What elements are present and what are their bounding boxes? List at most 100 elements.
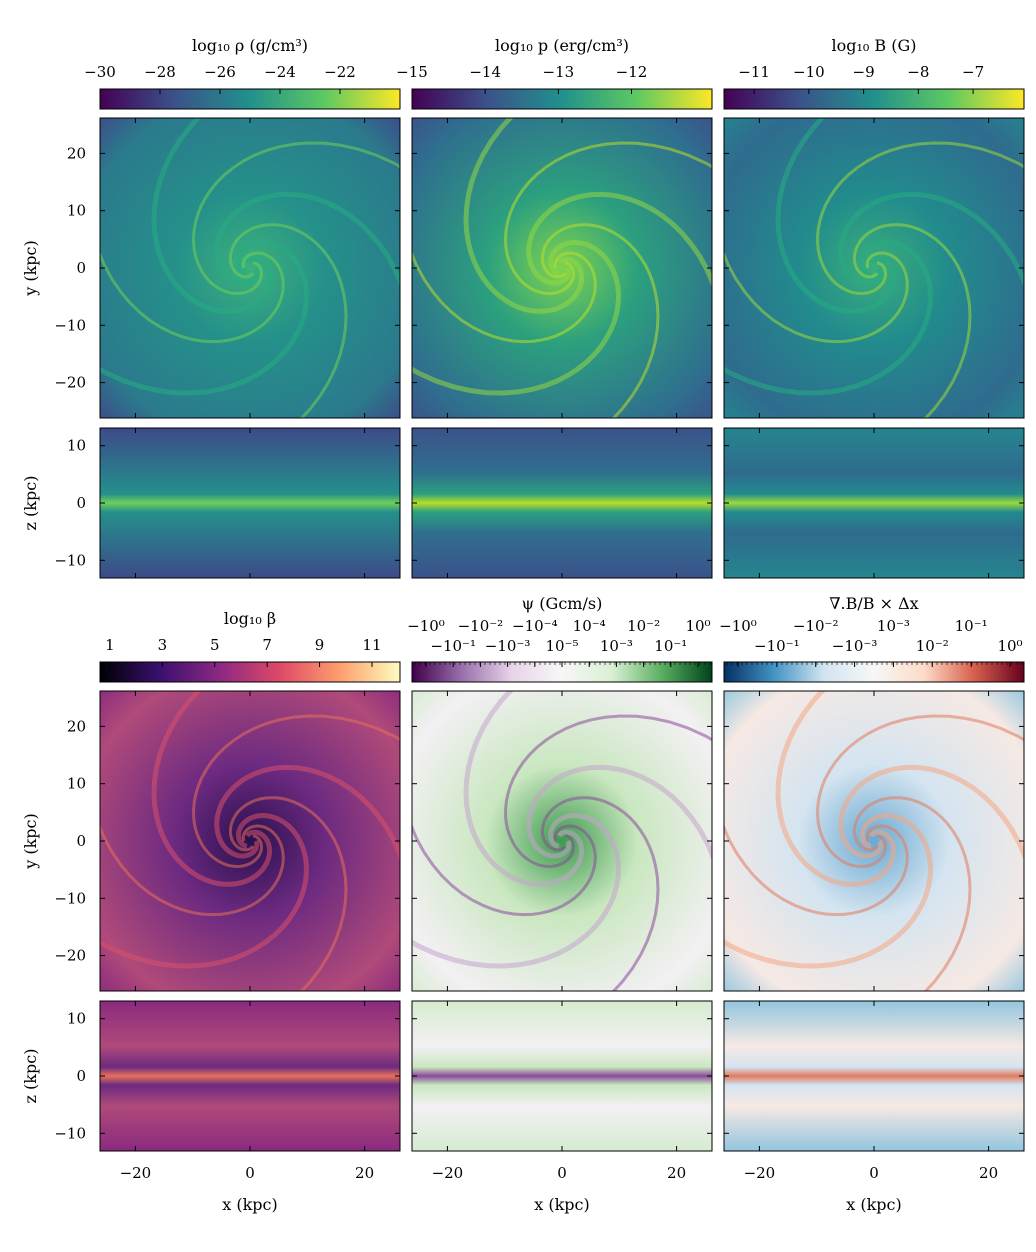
colorbar-tick-label: −11 bbox=[738, 63, 770, 81]
spiral-filament bbox=[412, 812, 621, 969]
colorbar-title: log₁₀ β bbox=[224, 609, 276, 628]
colorbar-tick-label: 1 bbox=[105, 636, 115, 654]
spiral-filament bbox=[724, 250, 909, 344]
colorbar-tick-label: −13 bbox=[543, 63, 575, 81]
panel-6: ∇.B/B × Δx −10⁰ −10⁻¹ −10⁻² −10⁻³ 10⁻³ 10⁻² 10⁻… bbox=[719, 594, 1025, 1182]
colorbar-tick-label: −28 bbox=[144, 63, 176, 81]
colorbar-tick-label: 11 bbox=[362, 636, 381, 654]
colorbar-tick-label: −10⁻³ bbox=[832, 637, 878, 655]
xy-map-background bbox=[724, 691, 1024, 991]
colorbar-tick-label: 3 bbox=[158, 636, 168, 654]
xy-map-background bbox=[724, 118, 1024, 418]
x-tick-label: 20 bbox=[355, 1164, 374, 1182]
colorbar-tick-label: 10⁻⁵ bbox=[545, 637, 578, 655]
colorbar bbox=[723, 88, 1025, 110]
x-tick-label: 20 bbox=[979, 1164, 998, 1182]
y-tick-label: 20 bbox=[67, 144, 86, 162]
panel-3: log₁₀ B (G) −11 −10 −9 −8 −7 bbox=[723, 36, 1025, 579]
x-tick-label: 0 bbox=[245, 1164, 255, 1182]
colorbar-tick-label: 7 bbox=[262, 636, 272, 654]
spiral-filament bbox=[192, 141, 400, 296]
xy-map bbox=[100, 691, 400, 991]
colorbar-tick-label: −10⁻¹ bbox=[754, 637, 800, 655]
spiral-filament bbox=[852, 223, 972, 418]
colorbar-tick-label: 10⁻³ bbox=[600, 637, 633, 655]
colorbar-tick-label: −10⁰ bbox=[407, 617, 445, 635]
colorbar-tick-label: −26 bbox=[204, 63, 236, 81]
spiral-filament bbox=[463, 118, 585, 314]
xy-map-background bbox=[412, 118, 712, 418]
spiral-filament bbox=[816, 714, 1024, 869]
colorbar-tick-label: −10⁻⁴ bbox=[512, 617, 558, 635]
spiral-filament bbox=[838, 764, 1024, 991]
z-tick-label: −10 bbox=[54, 1124, 86, 1142]
colorbar bbox=[99, 88, 401, 110]
colorbar-tick-label: 10⁰ bbox=[997, 637, 1022, 655]
spiral-filament bbox=[724, 812, 933, 969]
colorbar-tick-label: −14 bbox=[469, 63, 501, 81]
xlabel-2: x (kpc) bbox=[534, 1195, 590, 1214]
panel-4: log₁₀ β 1 3 5 7 9 11 −20 0 20 20 10 0 −10 −20 10 0 −10 bbox=[54, 609, 401, 1182]
z-tick-label: 0 bbox=[76, 494, 86, 512]
xy-map bbox=[412, 691, 712, 991]
z-tick-label: −10 bbox=[54, 551, 86, 569]
spiral-filament bbox=[724, 823, 909, 917]
xz-map bbox=[411, 427, 713, 579]
spiral-filament bbox=[526, 764, 712, 991]
colorbar-tick-label: −24 bbox=[264, 63, 296, 81]
spiral-filament bbox=[724, 239, 933, 396]
colorbar-title: ψ (Gcm/s) bbox=[522, 594, 603, 613]
colorbar-tick-label: 10⁻¹ bbox=[654, 637, 687, 655]
xy-map-background bbox=[100, 118, 400, 418]
xlabel-3: x (kpc) bbox=[846, 1195, 902, 1214]
panel-2: log₁₀ p (erg/cm³) −15 −14 −13 −12 bbox=[396, 36, 713, 579]
y-tick-label: −20 bbox=[54, 947, 86, 965]
colorbar-tick-label: 10⁻⁴ bbox=[573, 617, 606, 635]
xy-map-background bbox=[100, 691, 400, 991]
xz-map bbox=[411, 1000, 713, 1152]
spiral-filament bbox=[504, 714, 712, 869]
ylabel-xz-bottom: z (kpc) bbox=[21, 1049, 40, 1104]
colorbar-title: log₁₀ p (erg/cm³) bbox=[495, 36, 629, 55]
spiral-filament bbox=[151, 118, 273, 314]
spiral-filament bbox=[100, 812, 309, 969]
colorbar-tick-label: 10⁻¹ bbox=[955, 617, 988, 635]
colorbar bbox=[99, 661, 401, 683]
xy-map-background bbox=[412, 691, 712, 991]
colorbar-tick-label: −10⁻³ bbox=[485, 637, 531, 655]
colorbar-tick-label: −7 bbox=[962, 63, 984, 81]
colorbar-tick-label: −10 bbox=[793, 63, 825, 81]
spiral-filament bbox=[838, 191, 1024, 418]
panel-1: log₁₀ ρ (g/cm³) −30 −28 −26 −24 −22 20 10 0 −10 −2… bbox=[54, 36, 401, 579]
spiral-filament bbox=[775, 118, 897, 314]
colorbar-tick-label: −10⁻¹ bbox=[430, 637, 476, 655]
x-tick-label: −20 bbox=[744, 1164, 776, 1182]
xy-map bbox=[100, 118, 400, 418]
z-tick-label: 0 bbox=[76, 1067, 86, 1085]
y-tick-label: −20 bbox=[54, 374, 86, 392]
spiral-filament bbox=[775, 691, 897, 887]
z-tick-label: 10 bbox=[67, 437, 86, 455]
xz-map bbox=[99, 427, 401, 579]
spiral-filament bbox=[412, 823, 597, 917]
x-tick-label: 0 bbox=[557, 1164, 567, 1182]
spiral-filament bbox=[214, 191, 400, 418]
colorbar-tick-label: 9 bbox=[315, 636, 325, 654]
spiral-filament bbox=[412, 250, 597, 344]
x-tick-label: 0 bbox=[869, 1164, 879, 1182]
colorbar-tick-label: 10⁻³ bbox=[877, 617, 910, 635]
colorbar-tick-label: −12 bbox=[616, 63, 648, 81]
xy-map bbox=[724, 691, 1024, 991]
y-tick-label: 0 bbox=[76, 832, 86, 850]
spiral-filament bbox=[100, 250, 285, 344]
spiral-filament bbox=[214, 764, 400, 991]
z-tick-label: 10 bbox=[67, 1010, 86, 1028]
spiral-filament bbox=[100, 823, 285, 917]
y-tick-label: 0 bbox=[76, 259, 86, 277]
y-tick-label: −10 bbox=[54, 889, 86, 907]
colorbar-title: log₁₀ B (G) bbox=[831, 36, 916, 55]
colorbar-tick-label: −10⁻² bbox=[458, 617, 504, 635]
colorbar-tick-label: −10⁰ bbox=[719, 617, 757, 635]
spiral-filament bbox=[504, 141, 712, 296]
spiral-filament bbox=[228, 796, 348, 991]
